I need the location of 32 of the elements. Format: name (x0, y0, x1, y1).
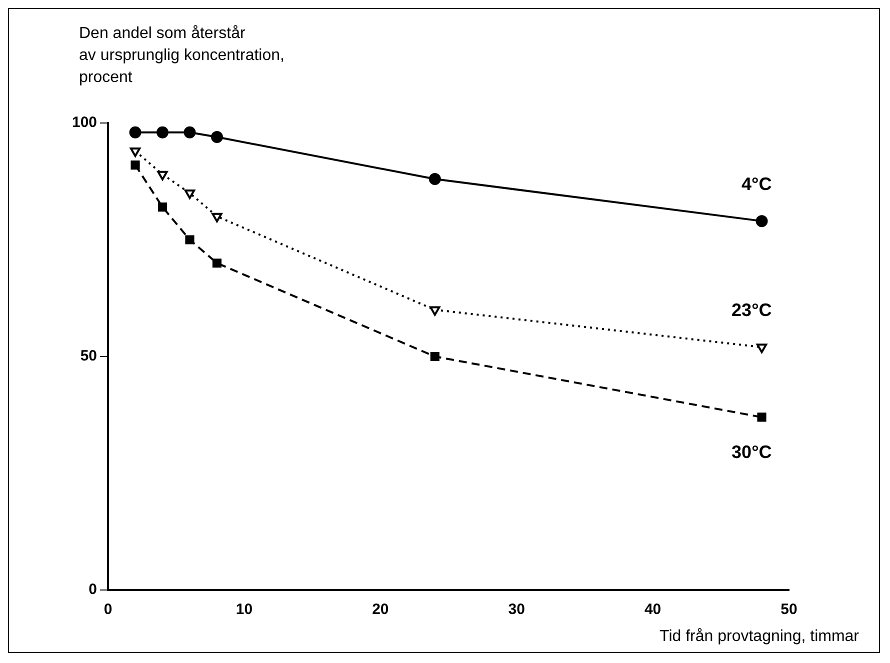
point (428, 173, 441, 186)
x-tick-label: 10 (236, 601, 253, 618)
point (757, 412, 766, 422)
point (184, 126, 196, 138)
point (430, 306, 440, 316)
series-label: 4°C (742, 174, 772, 194)
point (756, 344, 768, 354)
point (212, 212, 222, 222)
x-axis-title: Tid från provtagning, timmar (660, 628, 859, 646)
x-tick-label: 30 (508, 601, 525, 618)
x-tick-label: 20 (372, 601, 389, 618)
point (184, 190, 196, 200)
y-tick-label: 0 (88, 581, 98, 598)
x-tick-label: 50 (780, 601, 798, 618)
point (756, 215, 768, 228)
point (130, 148, 141, 158)
point (158, 202, 168, 212)
series-label: 23°C (732, 300, 772, 320)
y-tick-label: 100 (72, 114, 98, 132)
point (430, 352, 440, 362)
point (185, 235, 194, 244)
point (210, 131, 223, 144)
y-axis-title: Den andel som återstår av ursprunglig koncentration, procent (79, 24, 284, 88)
point (129, 126, 142, 138)
x-tick-label: 0 (104, 601, 112, 618)
point (157, 170, 168, 180)
point (212, 258, 222, 268)
x-tick-label: 40 (644, 601, 662, 618)
point (156, 126, 169, 138)
series-label: 30°C (732, 442, 772, 462)
y-tick-label: 50 (80, 348, 98, 365)
point (130, 160, 140, 170)
